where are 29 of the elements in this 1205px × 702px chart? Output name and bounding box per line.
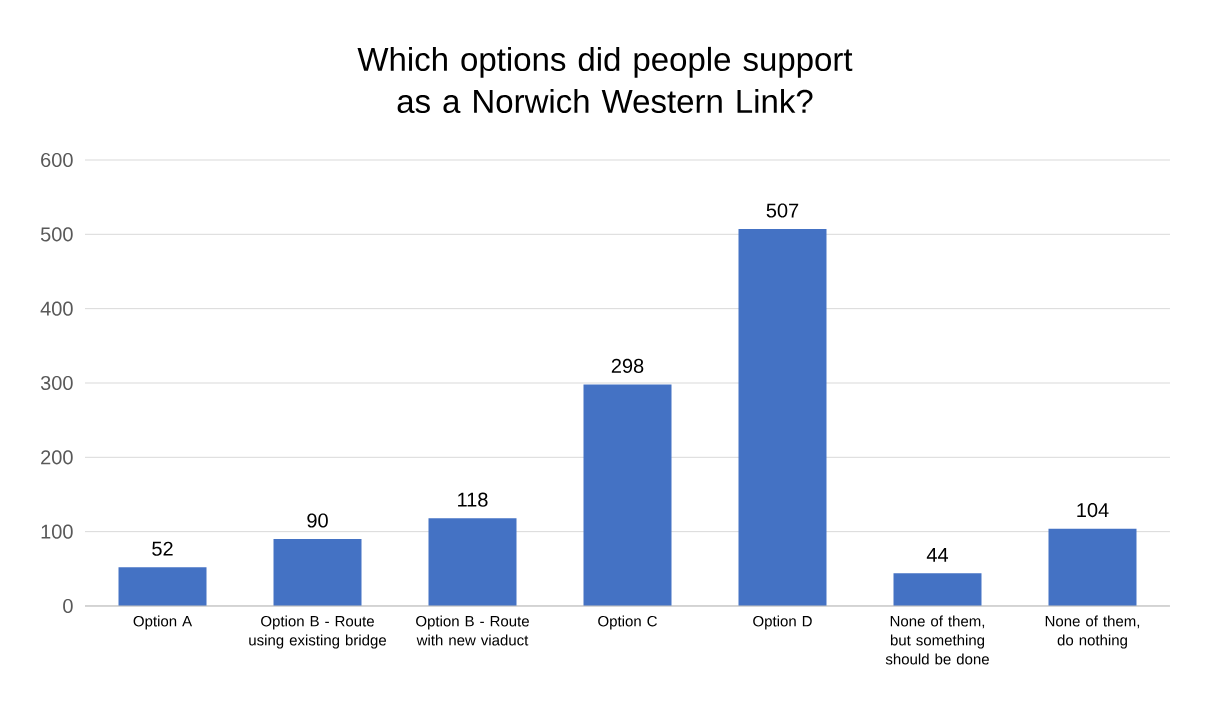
x-tick-label: Option B - Route using existing bridge [249, 615, 386, 649]
x-tick-label: Option C [598, 615, 657, 630]
y-tick-label: 100 [41, 524, 73, 539]
bar [428, 518, 517, 606]
data-label: 298 [611, 358, 644, 373]
bar [583, 384, 672, 606]
y-tick-label: 400 [40, 301, 73, 316]
data-label: 44 [926, 547, 949, 562]
data-label: 118 [458, 492, 488, 507]
data-label: 52 [152, 541, 173, 556]
y-tick-label: 0 [63, 598, 73, 614]
y-tick-label: 500 [40, 227, 73, 242]
y-tick-label: 600 [41, 152, 73, 168]
y-tick-label: 300 [40, 375, 73, 391]
bar [893, 573, 982, 606]
x-tick-label: Option D [753, 615, 812, 630]
bar [118, 567, 207, 606]
x-tick-label: None of them, do nothing [1045, 615, 1140, 649]
bar [1048, 528, 1137, 606]
x-tick-label: Option A [133, 615, 193, 630]
x-tick-label: None of them, but something should be done [885, 615, 989, 665]
data-label: 90 [307, 513, 328, 528]
y-tick-label: 200 [41, 450, 73, 465]
x-tick-label: Option B - Route with new viaduct [416, 615, 529, 646]
data-label: 507 [766, 203, 799, 218]
chart-title: Which options did people support as a Norwich Western Link? [357, 46, 853, 114]
bar [738, 229, 827, 606]
bar [273, 539, 362, 606]
data-label: 104 [1077, 502, 1109, 518]
